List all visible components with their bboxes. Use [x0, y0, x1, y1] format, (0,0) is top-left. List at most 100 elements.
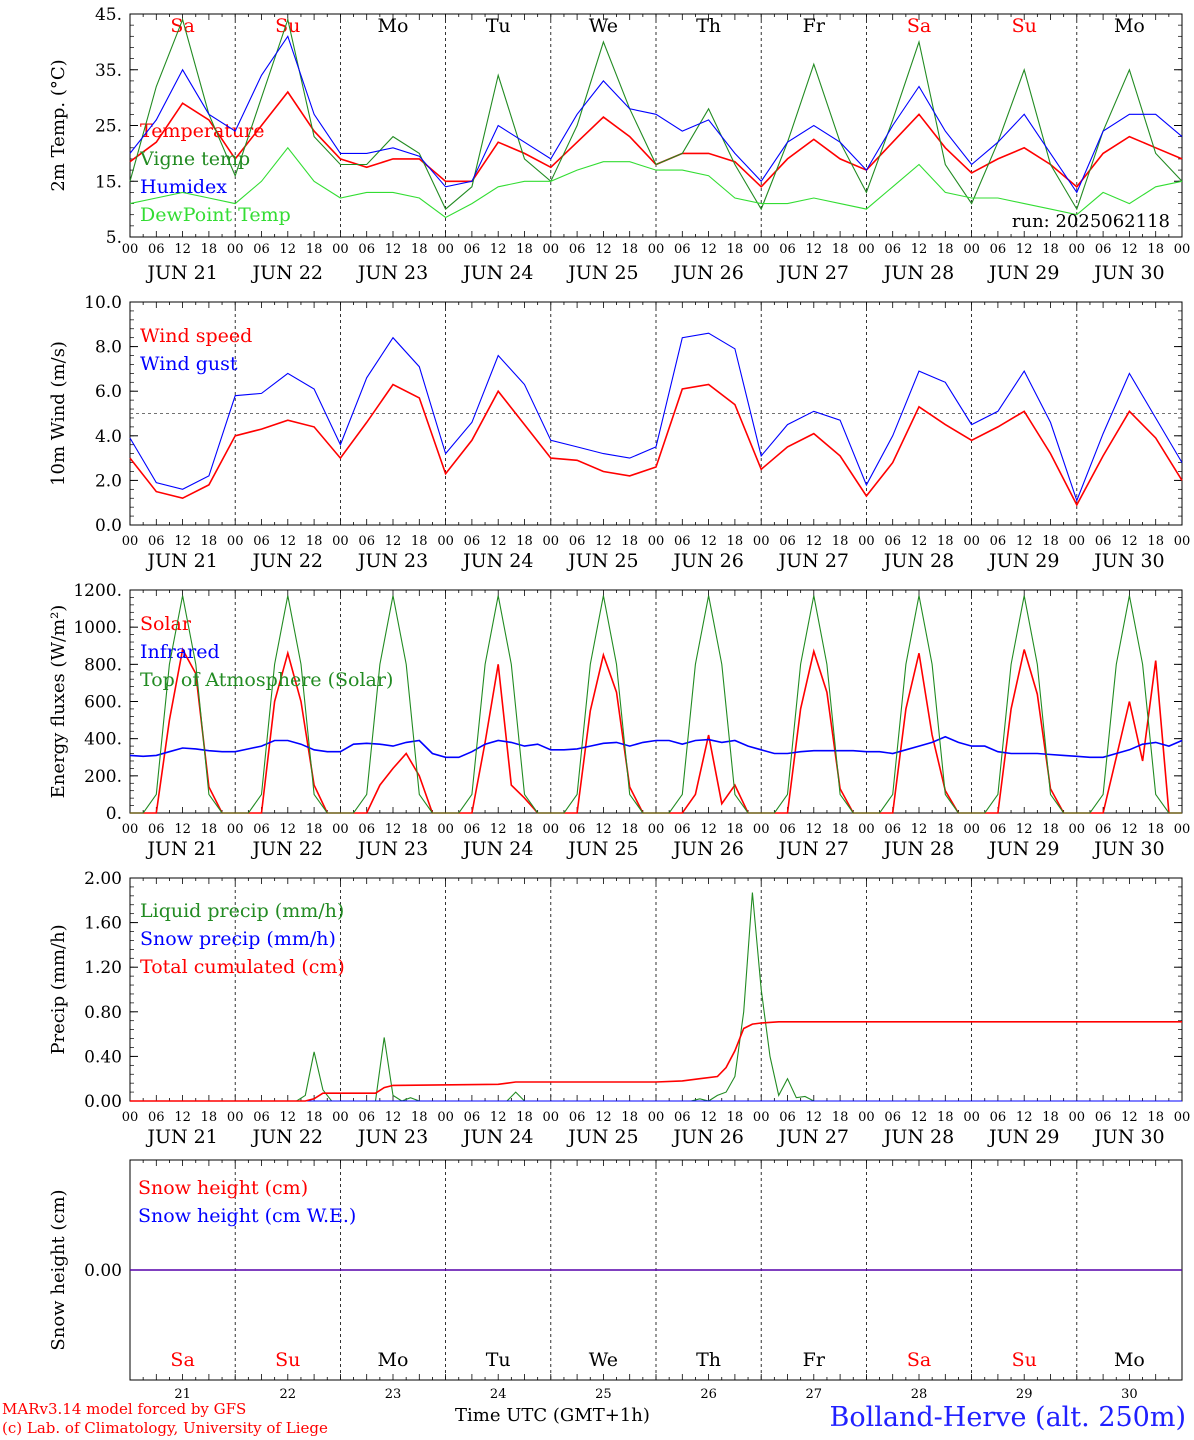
day-label: JUN 25	[566, 550, 638, 572]
day-label: JUN 29	[987, 1126, 1059, 1148]
hour-tick-label: 12	[806, 1110, 823, 1125]
hour-tick-label: 06	[674, 822, 691, 837]
y-tick-label: 4.0	[95, 427, 122, 447]
y-tick-label: 45.	[95, 5, 122, 25]
y-axis-label: Snow height (cm)	[48, 1189, 69, 1350]
hour-tick-label: 12	[1121, 1110, 1138, 1125]
legend-entry: Snow precip (mm/h)	[140, 928, 336, 950]
hour-tick-label: 06	[990, 822, 1007, 837]
day-number-label: 22	[280, 1387, 297, 1402]
hour-tick-label: 12	[1121, 242, 1138, 257]
hour-tick-label: 18	[1147, 1110, 1164, 1125]
hour-tick-label: 00	[122, 1110, 139, 1125]
hour-tick-label: 06	[464, 1110, 481, 1125]
day-label: JUN 28	[882, 838, 954, 860]
hour-tick-label: 12	[806, 822, 823, 837]
hour-tick-label: 00	[753, 242, 770, 257]
day-label: JUN 30	[1092, 838, 1164, 860]
hour-tick-label: 00	[648, 242, 665, 257]
hour-tick-label: 06	[1095, 242, 1112, 257]
hour-tick-label: 06	[569, 822, 586, 837]
hour-tick-label: 00	[227, 822, 244, 837]
hour-tick-label: 18	[1042, 822, 1059, 837]
weekday-label: We	[589, 1349, 618, 1371]
hour-tick-label: 12	[595, 822, 612, 837]
hour-tick-label: 18	[306, 822, 323, 837]
hour-tick-label: 06	[253, 822, 270, 837]
hour-tick-label: 00	[332, 534, 349, 549]
legend-entry: Solar	[140, 613, 192, 635]
legend-entry: Liquid precip (mm/h)	[140, 900, 344, 922]
hour-tick-label: 12	[280, 242, 297, 257]
y-tick-label: 0.00	[84, 1092, 122, 1112]
hour-tick-label: 06	[884, 1110, 901, 1125]
day-label: JUN 23	[356, 1126, 428, 1148]
y-axis-label: Precip (mm/h)	[48, 924, 69, 1054]
hour-tick-label: 00	[227, 534, 244, 549]
series-line-wind-gust	[129, 332, 1183, 503]
hour-tick-label: 00	[1174, 242, 1191, 257]
legend-entry: Snow height (cm)	[138, 1177, 308, 1199]
hour-tick-label: 18	[201, 822, 218, 837]
hour-tick-label: 12	[490, 242, 507, 257]
weekday-label: Tu	[486, 15, 511, 37]
y-tick-label: 0.0	[95, 516, 122, 536]
day-label: JUN 28	[882, 550, 954, 572]
hour-tick-label: 12	[385, 1110, 402, 1125]
hour-tick-label: 12	[911, 242, 928, 257]
hour-tick-label: 00	[963, 1110, 980, 1125]
hour-tick-label: 06	[148, 534, 165, 549]
hour-tick-label: 00	[648, 534, 665, 549]
hour-tick-label: 12	[490, 1110, 507, 1125]
panel-1: 45. 35. 25. 15. 5. 2m Temp. (°C) Sa Su Mo Tu We Th F…	[48, 5, 1190, 284]
hour-tick-label: 00	[543, 534, 560, 549]
day-label: JUN 28	[882, 1126, 954, 1148]
legend-entry: Temperature	[140, 120, 264, 142]
credit-line-lab: (c) Lab. of Climatology, University of L…	[2, 1419, 328, 1437]
y-tick-label: 2.0	[95, 471, 122, 491]
hour-tick-label: 18	[516, 242, 533, 257]
y-tick-label: 6.0	[95, 382, 122, 402]
hour-tick-label: 18	[306, 1110, 323, 1125]
hour-tick-label: 00	[1069, 534, 1086, 549]
weekday-label: Su	[1012, 1349, 1037, 1371]
model-credits: MARv3.14 model forced by GFS (c) Lab. of…	[2, 1400, 328, 1438]
weekday-label: Th	[696, 15, 721, 37]
hour-tick-label: 06	[253, 1110, 270, 1125]
hour-tick-label: 06	[674, 242, 691, 257]
hour-tick-label: 18	[727, 1110, 744, 1125]
hour-tick-label: 00	[753, 534, 770, 549]
hour-tick-label: 00	[122, 822, 139, 837]
series-line-liquid-precip-mm-h-	[130, 892, 1182, 1102]
weekday-label: We	[589, 15, 618, 37]
hour-tick-label: 18	[201, 242, 218, 257]
hour-tick-label: 00	[1069, 1110, 1086, 1125]
y-axis-label: Energy fluxes (W/m²)	[48, 605, 69, 799]
hour-tick-label: 12	[280, 534, 297, 549]
hour-tick-label: 12	[1121, 534, 1138, 549]
hour-tick-label: 00	[753, 822, 770, 837]
hour-tick-label: 12	[1016, 534, 1033, 549]
hour-tick-label: 06	[358, 822, 375, 837]
day-number-label: 28	[911, 1387, 928, 1402]
hour-tick-label: 18	[832, 242, 849, 257]
day-label: JUN 21	[145, 550, 217, 572]
hour-tick-label: 18	[832, 822, 849, 837]
day-number-label: 23	[385, 1387, 402, 1402]
day-label: JUN 25	[566, 1126, 638, 1148]
hour-tick-label: 12	[700, 822, 717, 837]
hour-tick-label: 06	[1095, 1110, 1112, 1125]
hour-tick-label: 12	[280, 822, 297, 837]
hour-tick-label: 18	[1147, 242, 1164, 257]
panel-4: 2.00 1.60 1.20 0.80 0.40 0.00 Precip (mm/h) 00 0…	[48, 869, 1190, 1148]
day-label: JUN 22	[251, 262, 323, 284]
weekday-label: Fr	[803, 1349, 826, 1371]
hour-tick-label: 18	[621, 1110, 638, 1125]
hour-tick-label: 18	[411, 534, 428, 549]
weekday-label: Sa	[907, 1349, 931, 1371]
y-tick-label: 2.00	[84, 869, 122, 889]
y-tick-label: 400.	[84, 730, 122, 750]
hour-tick-label: 12	[700, 534, 717, 549]
hour-tick-label: 00	[1069, 242, 1086, 257]
